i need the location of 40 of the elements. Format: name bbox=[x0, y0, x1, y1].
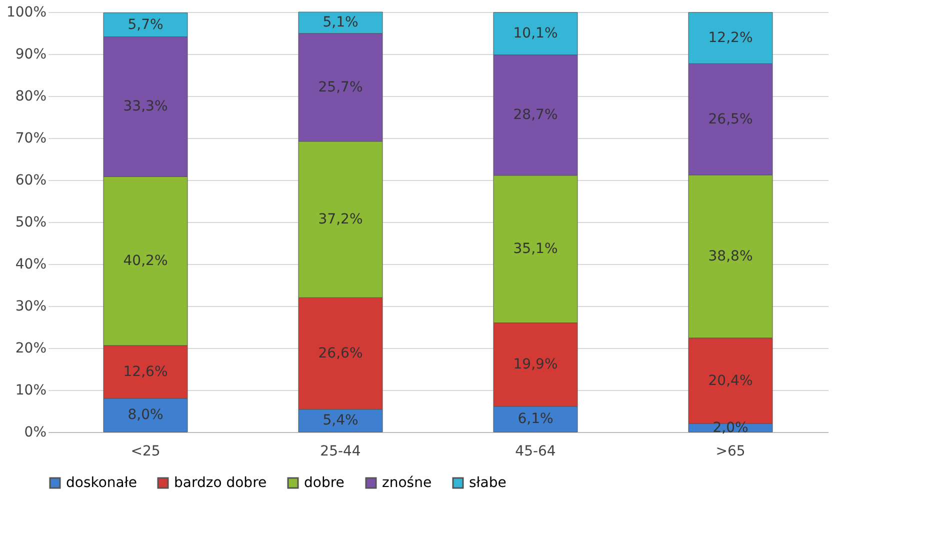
data-label: 26,6% bbox=[318, 345, 363, 362]
legend-label: słabe bbox=[469, 475, 506, 491]
data-label: 35,1% bbox=[513, 241, 558, 258]
data-label: 28,7% bbox=[513, 107, 558, 124]
data-label: 19,9% bbox=[513, 356, 558, 373]
y-tick-label: 50% bbox=[15, 214, 46, 230]
data-label: 10,1% bbox=[513, 26, 558, 42]
data-label: 5,4% bbox=[322, 412, 358, 429]
y-tick-label: 40% bbox=[15, 256, 46, 272]
y-tick-label: 90% bbox=[15, 46, 46, 62]
x-tick-label: >65 bbox=[716, 444, 746, 460]
data-label: 26,5% bbox=[708, 111, 753, 128]
y-tick-label: 80% bbox=[15, 88, 46, 104]
x-tick-label: 25-44 bbox=[320, 444, 361, 460]
data-label: 33,3% bbox=[123, 98, 168, 115]
y-tick-label: 70% bbox=[15, 130, 46, 146]
data-label: 20,4% bbox=[708, 372, 753, 389]
y-tick-label: 0% bbox=[24, 424, 46, 440]
legend-label: bardzo dobre bbox=[174, 475, 267, 491]
y-tick-label: 60% bbox=[15, 172, 46, 188]
data-label: 12,6% bbox=[123, 364, 168, 380]
legend-label: znośne bbox=[382, 475, 432, 491]
data-label: 5,1% bbox=[322, 14, 358, 31]
data-label: 5,7% bbox=[128, 16, 164, 33]
data-label: 40,2% bbox=[123, 253, 168, 270]
data-label: 8,0% bbox=[128, 407, 164, 424]
data-label: 25,7% bbox=[318, 79, 363, 96]
y-tick-label: 20% bbox=[15, 340, 46, 356]
data-label: 37,2% bbox=[318, 211, 363, 228]
y-tick-label: 30% bbox=[15, 298, 46, 314]
data-label: 12,2% bbox=[708, 30, 753, 46]
data-label: 2,0% bbox=[712, 420, 748, 436]
legend-label: dobre bbox=[304, 475, 344, 491]
data-label: 38,8% bbox=[708, 248, 753, 264]
x-tick-label: <25 bbox=[130, 444, 160, 460]
legend-label: doskonałe bbox=[66, 475, 137, 491]
data-label: 6,1% bbox=[518, 411, 554, 428]
x-tick-label: 45-64 bbox=[515, 444, 556, 460]
y-tick-label: 100% bbox=[6, 4, 46, 20]
y-tick-label: 10% bbox=[15, 382, 46, 398]
